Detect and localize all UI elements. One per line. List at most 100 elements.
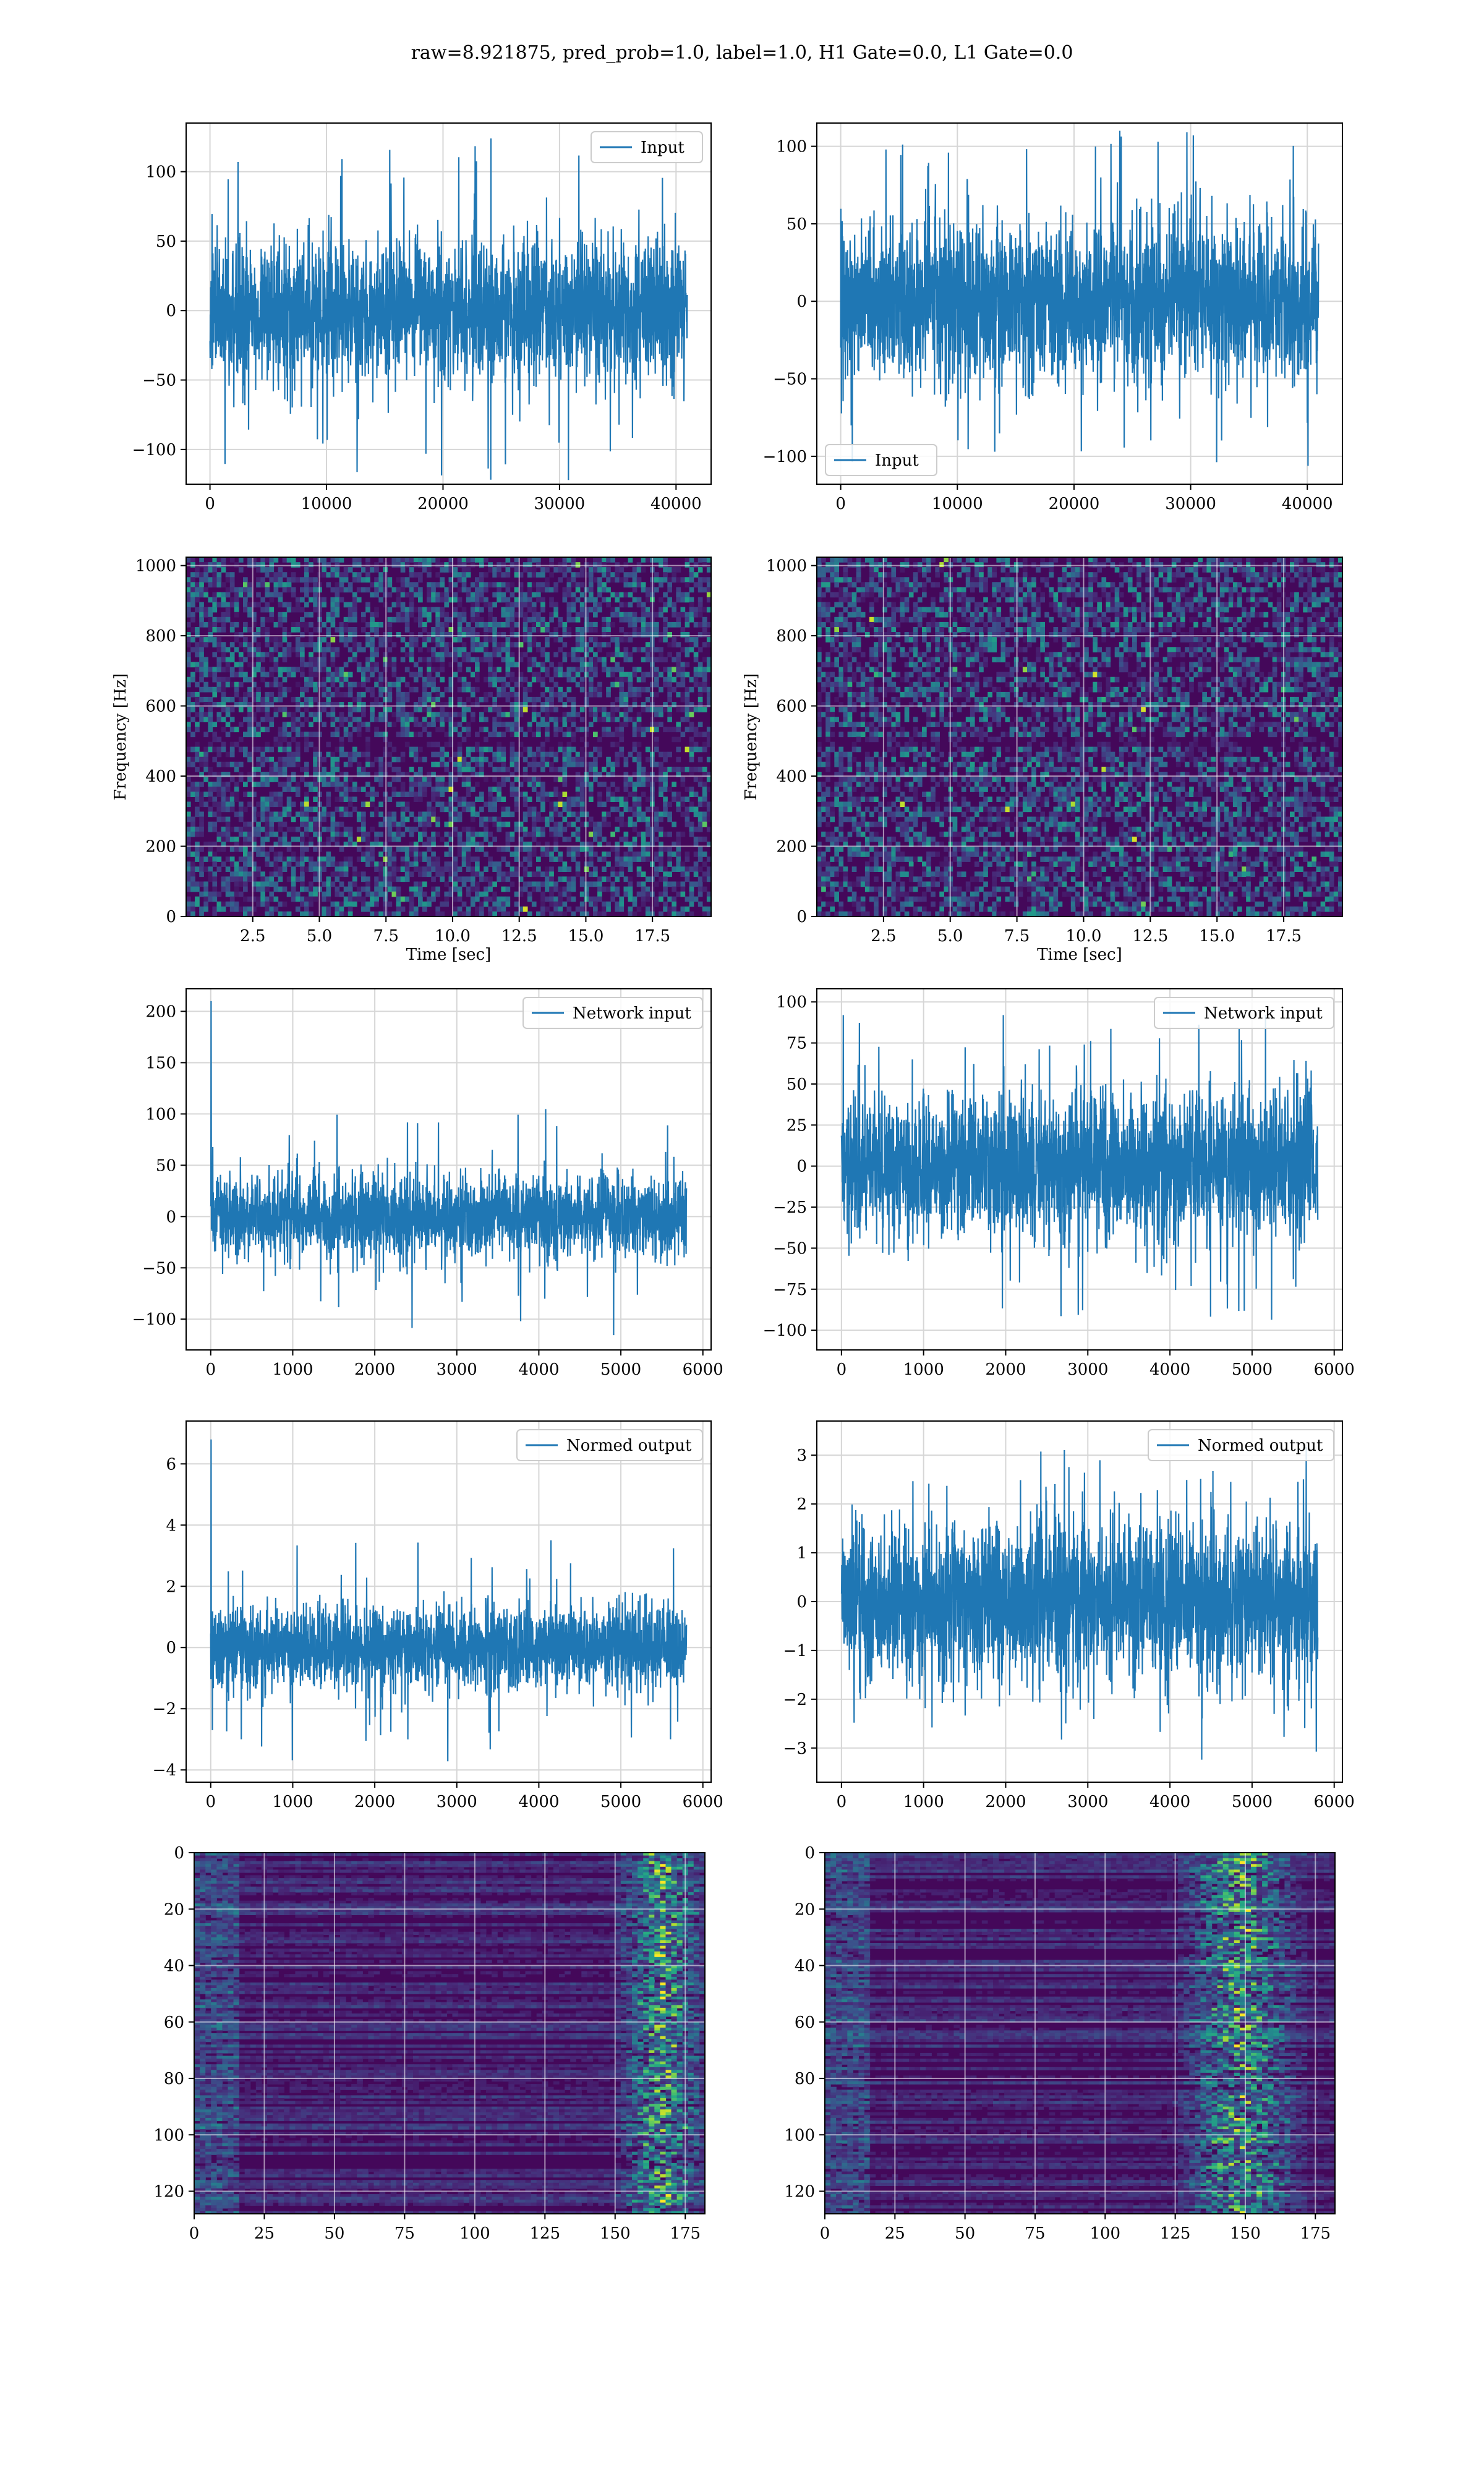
legend-label: Network input [1204, 1004, 1323, 1023]
x-tick-label: 1000 [903, 1360, 944, 1379]
series-line [210, 139, 688, 480]
x-tick-label: 150 [1230, 2224, 1261, 2243]
x-tick-label: 0 [206, 1360, 216, 1379]
x-tick-label: 3000 [1067, 1360, 1108, 1379]
series-line [841, 131, 1319, 466]
x-tick-label: 0 [835, 495, 846, 513]
heatmap-cells [825, 1853, 1336, 2214]
legend: Normed output [517, 1430, 702, 1461]
x-tick-label: 0 [189, 2224, 200, 2243]
y-tick-label: 100 [145, 163, 176, 182]
y-tick-label: 80 [795, 2070, 815, 2088]
y-tick-label: −25 [773, 1198, 807, 1217]
x-tick-label: 0 [820, 2224, 830, 2243]
figure-suptitle: raw=8.921875, pred_prob=1.0, label=1.0, … [0, 42, 1484, 64]
y-tick-label: −75 [773, 1281, 807, 1299]
series-line [842, 1015, 1318, 1320]
y-tick-label: 50 [787, 1075, 807, 1094]
y-tick-label: 20 [795, 1900, 815, 1919]
legend-label: Network input [573, 1004, 691, 1023]
y-tick-label: 120 [153, 2183, 184, 2201]
y-tick-label: −50 [142, 372, 176, 390]
y-tick-label: 50 [156, 1156, 176, 1175]
y-axis-label: Frequency [Hz] [742, 673, 761, 801]
x-tick-label: 25 [254, 2224, 275, 2243]
x-tick-label: 0 [205, 495, 215, 513]
y-tick-label: 4 [166, 1516, 176, 1535]
y-tick-label: 100 [784, 2126, 815, 2145]
series-line [211, 1001, 686, 1335]
x-tick-label: 100 [459, 2224, 490, 2243]
x-tick-label: 17.5 [1266, 927, 1302, 946]
x-tick-label: 2000 [354, 1360, 395, 1379]
y-tick-label: −100 [132, 1310, 176, 1329]
y-tick-label: 0 [166, 908, 176, 926]
x-tick-label: 0 [837, 1793, 847, 1811]
x-tick-label: 50 [955, 2224, 975, 2243]
x-tick-label: 0 [206, 1793, 216, 1811]
x-tick-label: 12.5 [501, 927, 537, 946]
x-tick-label: 150 [600, 2224, 631, 2243]
x-tick-label: 2.5 [871, 927, 896, 946]
x-tick-label: 40000 [1282, 495, 1333, 513]
x-tick-label: 15.0 [1199, 927, 1235, 946]
x-axis-label: Time [sec] [406, 946, 492, 964]
y-tick-label: −3 [783, 1740, 807, 1758]
legend-label: Normed output [1198, 1437, 1323, 1455]
y-tick-label: 400 [776, 767, 807, 786]
y-tick-label: 0 [796, 1158, 807, 1176]
heatmap-cells [194, 1853, 706, 2214]
x-tick-label: 6000 [1314, 1360, 1355, 1379]
x-tick-label: 5000 [600, 1360, 641, 1379]
x-tick-label: 10000 [932, 495, 983, 513]
y-tick-label: 100 [145, 1105, 176, 1124]
series-line [211, 1440, 686, 1762]
y-tick-label: 400 [145, 767, 176, 786]
x-tick-label: 1000 [272, 1360, 313, 1379]
y-tick-label: 200 [776, 838, 807, 856]
y-tick-label: −1 [783, 1642, 807, 1660]
x-tick-label: 3000 [437, 1793, 477, 1811]
x-tick-label: 75 [1025, 2224, 1045, 2243]
x-tick-label: 20000 [417, 495, 469, 513]
x-tick-label: 30000 [1165, 495, 1216, 513]
y-tick-label: 3 [796, 1446, 807, 1465]
y-tick-label: 0 [804, 1844, 815, 1863]
y-tick-label: −50 [773, 1239, 807, 1258]
y-tick-label: −2 [153, 1700, 176, 1718]
heatmap-cells [186, 557, 712, 917]
x-tick-label: 10.0 [1066, 927, 1102, 946]
x-tick-label: 0 [837, 1360, 847, 1379]
x-tick-label: 2000 [985, 1360, 1026, 1379]
y-tick-label: 80 [164, 2070, 184, 2088]
x-tick-label: 2.5 [240, 927, 265, 946]
y-tick-label: −100 [763, 1321, 807, 1340]
x-tick-label: 175 [670, 2224, 701, 2243]
y-tick-label: 40 [795, 1957, 815, 1976]
x-tick-label: 2000 [985, 1793, 1026, 1811]
x-tick-label: 1000 [272, 1793, 313, 1811]
y-tick-label: −100 [763, 448, 807, 466]
x-tick-label: 6000 [683, 1360, 723, 1379]
x-tick-label: 4000 [1149, 1793, 1190, 1811]
x-tick-label: 75 [394, 2224, 415, 2243]
x-tick-label: 10.0 [435, 927, 471, 946]
heatmap-cells [817, 557, 1343, 917]
y-tick-label: −2 [783, 1691, 807, 1709]
y-tick-label: 1000 [766, 557, 807, 576]
legend: Input [825, 445, 937, 476]
y-tick-label: 0 [166, 1639, 176, 1657]
y-tick-label: 200 [145, 838, 176, 856]
x-tick-label: 100 [1090, 2224, 1120, 2243]
y-tick-label: 20 [164, 1900, 184, 1919]
y-tick-label: 60 [795, 2013, 815, 2032]
